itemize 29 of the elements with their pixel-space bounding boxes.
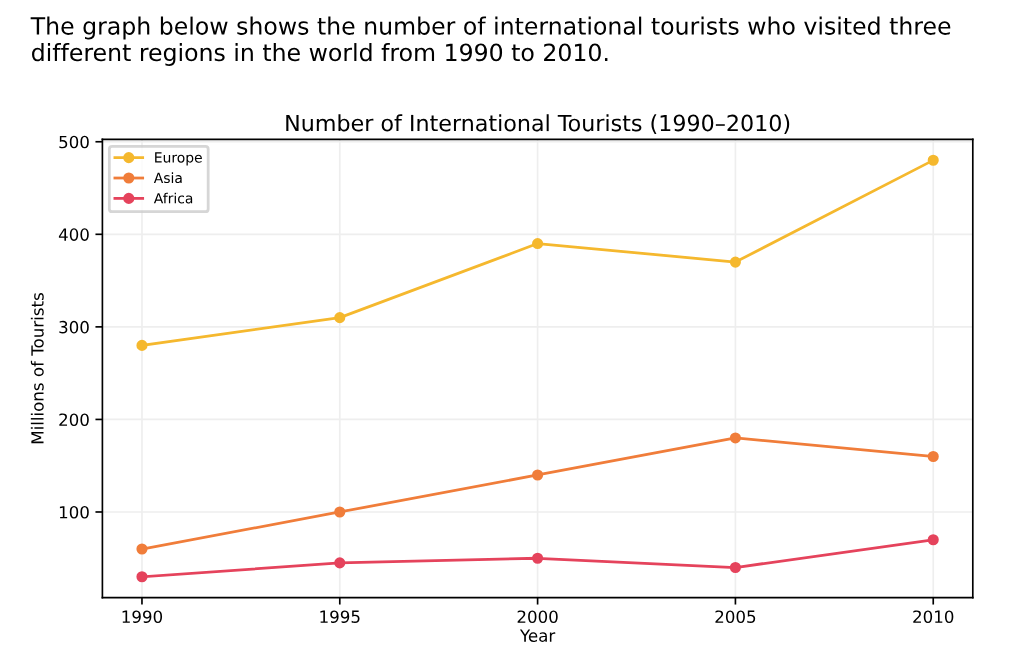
point (927, 534, 939, 546)
x-tick-label: 2000 (517, 610, 558, 623)
point (136, 571, 148, 583)
x-tick-label: 1990 (122, 610, 163, 623)
text: The graph below shows the number of international tourists who visited three different regions in the world from 1990 to 2010. (30, 16, 951, 66)
x-tick-label: 1995 (320, 610, 360, 623)
point (532, 552, 544, 564)
point (729, 561, 741, 574)
point (136, 339, 148, 351)
y-tick-label: 500 (59, 135, 89, 149)
y-tick-label: 200 (59, 413, 89, 426)
point (136, 543, 148, 555)
point (927, 450, 939, 463)
y-tick-label: 300 (59, 320, 89, 334)
point (729, 432, 741, 444)
point (927, 154, 939, 166)
point (532, 238, 544, 250)
point (729, 256, 741, 268)
point (334, 506, 346, 518)
point (334, 312, 346, 324)
y-tick-label: 100 (59, 505, 89, 519)
y-tick-label: 400 (58, 228, 89, 241)
x-axis-title: Year (519, 629, 556, 642)
x-tick-label: 2010 (913, 610, 954, 623)
x-tick-label: 2005 (715, 610, 756, 623)
chart-title: Number of International Tourists (1990–2010) (286, 114, 790, 135)
point (532, 469, 544, 481)
y-axis-title: Millions of Tourists (30, 293, 44, 444)
point (334, 557, 346, 569)
